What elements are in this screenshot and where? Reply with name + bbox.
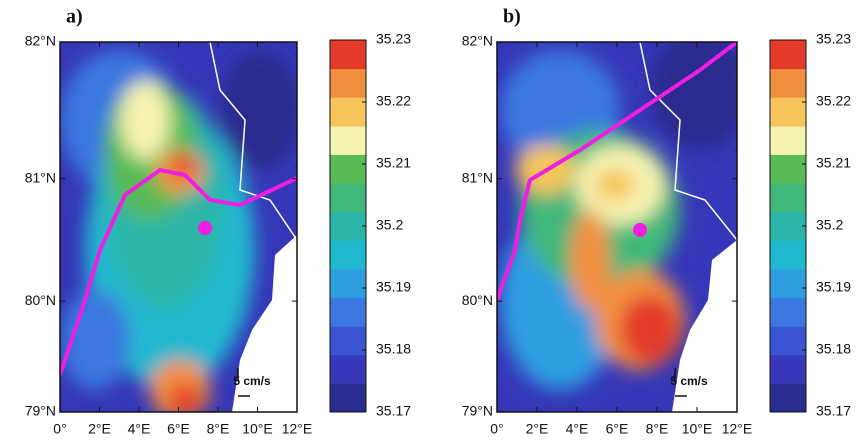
colorbar-band [330, 297, 366, 327]
x-tick-label: 10°E [242, 421, 273, 437]
x-tick-label: 10°E [682, 421, 713, 437]
colorbar-band [770, 354, 806, 384]
colorbar-band [770, 297, 806, 327]
colorbar-band [330, 97, 366, 127]
colorbar-band [330, 40, 366, 70]
y-tick-label: 81°N [462, 169, 493, 185]
colorbar-band [330, 354, 366, 384]
colorbar-band [770, 97, 806, 127]
y-tick-label: 80°N [25, 292, 56, 308]
colorbar-tick-label: 35.18 [376, 341, 411, 357]
x-tick-label: 12°E [722, 421, 753, 437]
colorbar-band [330, 383, 366, 413]
colorbar-band [770, 183, 806, 213]
colorbar-band [330, 154, 366, 184]
scale-label: 5 cm/s [233, 374, 271, 388]
colorbar-band [330, 211, 366, 241]
colorbar-tick-label: 35.2 [816, 217, 843, 233]
colorbar-tick-label: 35.23 [816, 31, 851, 47]
colorbar-band [330, 268, 366, 299]
y-tick-label: 81°N [25, 169, 56, 185]
y-tick-label: 79°N [25, 403, 56, 419]
scale-label: 5 cm/s [670, 374, 708, 388]
colorbar-tick-label: 35.22 [816, 93, 851, 109]
salinity-field [497, 42, 737, 412]
y-tick-label: 82°N [462, 33, 493, 49]
x-tick-label: 6°E [167, 421, 190, 437]
colorbar-band [770, 268, 806, 299]
colorbar-band [330, 125, 366, 155]
colorbar-tick-label: 35.19 [376, 279, 411, 295]
x-tick-label: 2°E [88, 421, 111, 437]
panel-label: a) [66, 6, 83, 28]
colorbar-band [770, 211, 806, 241]
x-tick-label: 0° [53, 421, 66, 437]
salinity-field [60, 42, 297, 412]
x-tick-label: 12°E [282, 421, 313, 437]
colorbar-band [770, 326, 806, 356]
y-tick-label: 79°N [462, 403, 493, 419]
x-tick-label: 8°E [646, 421, 669, 437]
colorbar-tick-label: 35.17 [376, 403, 411, 419]
colorbar-tick-label: 35.2 [376, 217, 403, 233]
colorbar-tick-label: 35.22 [376, 93, 411, 109]
y-tick-label: 80°N [462, 292, 493, 308]
colorbar-tick-label: 35.17 [816, 403, 851, 419]
colorbar-band [770, 383, 806, 413]
colorbar-band [770, 154, 806, 184]
colorbar-band [330, 183, 366, 213]
colorbar-band [770, 125, 806, 155]
x-tick-label: 6°E [606, 421, 629, 437]
y-tick-label: 82°N [25, 33, 56, 49]
x-tick-label: 4°E [128, 421, 151, 437]
x-tick-label: 0° [490, 421, 503, 437]
panel-label: b) [503, 6, 521, 28]
colorbar-tick-label: 35.19 [816, 279, 851, 295]
colorbar-tick-label: 35.21 [376, 155, 411, 171]
colorbar-band [330, 326, 366, 356]
x-tick-label: 4°E [566, 421, 589, 437]
colorbar-band [770, 68, 806, 98]
colorbar-band [330, 240, 366, 270]
colorbar-tick-label: 35.18 [816, 341, 851, 357]
colorbar-band [330, 68, 366, 98]
colorbar-band [770, 40, 806, 70]
colorbar-band [770, 240, 806, 270]
colorbar-tick-label: 35.21 [816, 155, 851, 171]
x-tick-label: 2°E [526, 421, 549, 437]
x-tick-label: 8°E [207, 421, 230, 437]
colorbar-tick-label: 35.23 [376, 31, 411, 47]
